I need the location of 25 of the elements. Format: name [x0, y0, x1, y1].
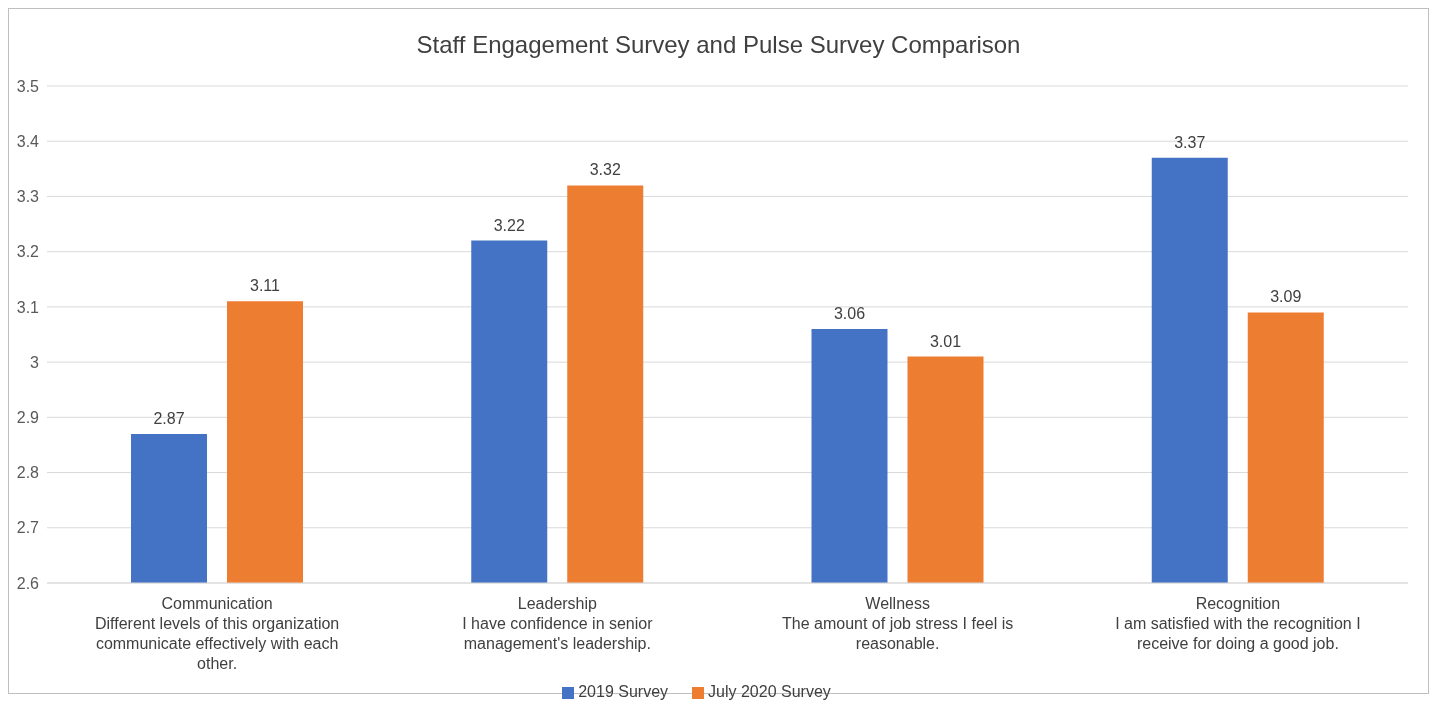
y-tick-label: 2.7 [16, 519, 40, 537]
legend-label: July 2020 Survey [708, 683, 831, 700]
data-label: 3.09 [1270, 288, 1302, 306]
x-tick-label: Recognition I am satisfied with the recognition I receive for doing a good job. [1115, 595, 1361, 652]
data-label: 3.01 [929, 332, 962, 350]
data-label: 3.11 [250, 277, 281, 295]
data-label: 3.37 [1174, 133, 1206, 151]
y-tick-label: 3.1 [16, 298, 40, 316]
legend-label: 2019 Survey [578, 683, 669, 700]
data-label: 2.87 [153, 409, 185, 427]
x-tick-label: Leadership I have confidence in senior management's leadership. [462, 595, 654, 652]
y-tick-label: 3.5 [16, 77, 40, 95]
x-tick-label: Communication Different levels of this organization communicate effectively with each other. [94, 595, 340, 672]
chart-title: Staff Engagement Survey and Pulse Survey Comparison [415, 30, 1022, 60]
x-tick-label: Wellness The amount of job stress I feel is reasonable. [782, 595, 1014, 652]
y-tick-label: 2.8 [16, 464, 40, 482]
y-tick-label: 2.9 [16, 409, 40, 427]
y-tick-label: 3.4 [16, 132, 40, 150]
y-tick-label: 3.3 [16, 188, 40, 206]
y-tick-label: 3 [30, 353, 40, 371]
data-label: 3.32 [589, 161, 621, 179]
data-label: 3.22 [493, 216, 525, 234]
data-label: 3.06 [833, 304, 866, 322]
y-tick-label: 3.2 [16, 243, 40, 261]
y-tick-label: 2.6 [16, 574, 40, 592]
